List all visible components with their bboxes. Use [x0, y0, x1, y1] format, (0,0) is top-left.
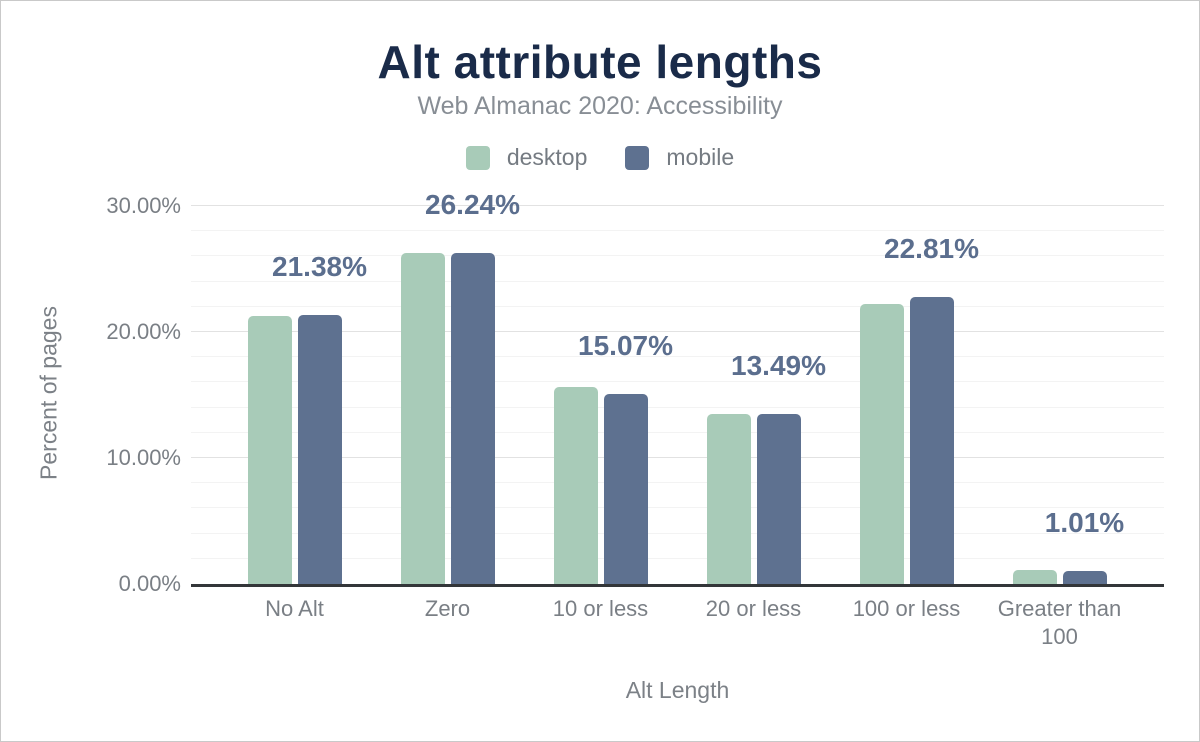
gridline	[191, 280, 1164, 282]
bar-value-label: 26.24%	[425, 189, 520, 221]
desktop-swatch-icon	[465, 145, 490, 170]
x-tick-label: Zero	[424, 596, 471, 621]
bar-desktop[interactable]	[553, 386, 598, 584]
bars-row: 21.38% 26.24% 15.07% 13.49% 22.81% 1.01%	[218, 191, 1136, 584]
y-tick-label: 30.00%	[106, 193, 181, 218]
legend-label-mobile: mobile	[666, 144, 735, 170]
bar-mobile[interactable]	[756, 414, 801, 584]
x-tick-labels: No Alt Zero 10 or less 20 or less 100 or les…	[218, 595, 1136, 650]
bar-desktop[interactable]	[859, 304, 904, 584]
bar-mobile[interactable]	[450, 253, 495, 584]
plot-area: 21.38% 26.24% 15.07% 13.49% 22.81% 1.01%	[191, 191, 1164, 584]
gridline	[191, 356, 1164, 358]
y-tick-label: 20.00%	[106, 319, 181, 344]
bar-group: 22.81%	[830, 206, 983, 584]
gridline	[191, 457, 1164, 458]
gridline	[191, 507, 1164, 509]
x-tick-label: No Alt	[265, 596, 324, 621]
gridline	[191, 482, 1164, 484]
legend-item-mobile[interactable]: mobile	[625, 144, 734, 171]
gridline	[191, 230, 1164, 232]
chart-subtitle: Web Almanac 2020: Accessibility	[417, 92, 783, 120]
bar-group: 26.24%	[371, 191, 524, 584]
bar-desktop[interactable]	[400, 253, 445, 584]
bar-desktop[interactable]	[1012, 570, 1057, 584]
y-tick-label: 0.00%	[118, 571, 181, 596]
y-tick-label: 10.00%	[106, 445, 181, 470]
x-tick-label: 20 or less	[705, 596, 802, 621]
bar-value-label: 22.81%	[884, 232, 979, 264]
bar-desktop[interactable]	[706, 414, 751, 584]
gridline	[191, 331, 1164, 332]
bar-mobile[interactable]	[297, 314, 342, 584]
x-axis-title: Alt Length	[625, 677, 730, 703]
x-tick-label: 100 or less	[852, 596, 961, 621]
gridline	[191, 305, 1164, 307]
gridline	[191, 381, 1164, 383]
x-tick-label: Greater than 100	[997, 596, 1122, 649]
legend-item-desktop[interactable]: desktop	[465, 144, 588, 171]
gridline	[191, 205, 1164, 206]
bar-mobile[interactable]	[909, 296, 954, 584]
mobile-swatch-icon	[625, 145, 650, 170]
bar-mobile[interactable]	[603, 394, 648, 584]
bar-group: 1.01%	[983, 206, 1136, 584]
gridline	[191, 431, 1164, 433]
bar-value-label: 13.49%	[731, 350, 826, 382]
chart-legend: desktop mobile	[1, 144, 1199, 171]
gridline	[191, 532, 1164, 534]
bar-value-label: 15.07%	[578, 330, 673, 362]
bar-mobile[interactable]	[1062, 571, 1107, 584]
gridline	[191, 406, 1164, 408]
bar-desktop[interactable]	[247, 316, 292, 584]
gridline	[191, 557, 1164, 559]
bar-value-label: 21.38%	[272, 250, 367, 282]
bar-group: 13.49%	[677, 206, 830, 584]
bar-group: 15.07%	[524, 206, 677, 584]
legend-label-desktop: desktop	[506, 144, 588, 170]
bar-value-label: 1.01%	[1044, 507, 1125, 539]
bar-group: 21.38%	[218, 206, 371, 584]
chart-title: Alt attribute lengths	[377, 36, 823, 88]
gridline	[191, 255, 1164, 257]
x-axis-line	[191, 584, 1164, 587]
x-tick-label: 10 or less	[552, 596, 649, 621]
